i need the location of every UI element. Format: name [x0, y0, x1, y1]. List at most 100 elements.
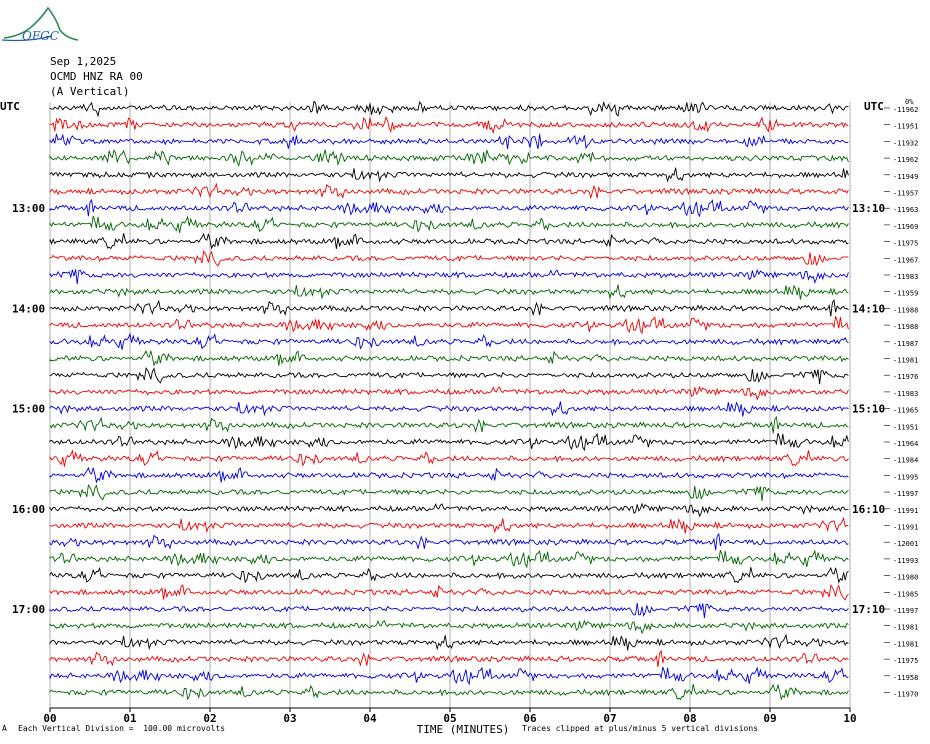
- trace-line: [49, 385, 849, 401]
- trace-offset-label: -11975: [893, 240, 918, 248]
- right-hour-label: 16:10: [852, 503, 885, 516]
- x-tick-label: 00: [43, 712, 56, 725]
- trace-line: [49, 449, 849, 467]
- time-grid: [49, 102, 851, 712]
- trace-offset-label: -11951: [893, 123, 918, 131]
- trace-offset-label: -11959: [893, 290, 918, 298]
- left-hour-label: 16:00: [12, 503, 45, 516]
- trace-offset-label: -12001: [893, 540, 918, 548]
- trace-line: [49, 232, 849, 250]
- trace-line: [49, 268, 849, 284]
- trace-offset-label: -11988: [893, 323, 918, 331]
- trace-offset-label: -11995: [893, 473, 918, 481]
- trace-line: [49, 649, 849, 668]
- trace-offset-label: -11958: [893, 674, 918, 682]
- trace-line: [49, 367, 849, 385]
- trace-line: [49, 466, 849, 484]
- trace-line: [49, 602, 849, 618]
- trace-offset-label: -11984: [893, 457, 918, 465]
- trace-line: [49, 584, 849, 601]
- x-tick-label: 06: [523, 712, 537, 725]
- right-hour-label: 17:10: [852, 603, 885, 616]
- header-component: (A Vertical): [50, 85, 130, 98]
- trace-line: [49, 415, 849, 434]
- trace-offset-label: -11964: [893, 440, 918, 448]
- x-tick-label: 09: [763, 712, 776, 725]
- left-hour-label: 14:00: [12, 302, 45, 315]
- x-tick-label: 05: [443, 712, 456, 725]
- x-tick-label: 03: [283, 712, 296, 725]
- left-hour-label: 15:00: [12, 403, 45, 416]
- footer-scale: Each Vertical Division = 100.00 microvol…: [18, 724, 226, 733]
- right-hour-label: 13:10: [852, 202, 885, 215]
- trace-offset-label: -11983: [893, 273, 918, 281]
- trace-line: [49, 332, 849, 350]
- x-tick-label: 02: [203, 712, 216, 725]
- trace-offset-label: -11976: [893, 373, 918, 381]
- trace-offset-label: -11962: [893, 106, 918, 114]
- trace-line: [49, 250, 849, 267]
- labels: 00 01 02 03 04 05 06 07 08 09 10 TIME (MINUTES) UTC U…: [0, 98, 918, 736]
- ofgc-logo: OFGC: [1, 6, 79, 43]
- trace-line: [49, 149, 849, 167]
- x-tick-label: 08: [683, 712, 696, 725]
- right-hour-label: 14:10: [852, 302, 885, 315]
- x-tick-label: 01: [123, 712, 137, 725]
- x-tick-label: 07: [603, 712, 616, 725]
- x-axis-label: TIME (MINUTES): [417, 723, 510, 736]
- trace-line: [49, 198, 849, 218]
- trace-offset-label: -11991: [893, 524, 918, 532]
- trace-offset-label: -11980: [893, 574, 918, 582]
- trace-line: [49, 532, 849, 551]
- trace-offset-label: -11949: [893, 173, 918, 181]
- trace-line: [49, 316, 849, 335]
- right-hour-label: 15:10: [852, 403, 885, 416]
- trace-offset-label: -11988: [893, 306, 918, 314]
- right-col-header: 0%: [905, 98, 914, 106]
- trace-line: [49, 298, 849, 317]
- trace-offset-label: -11981: [893, 357, 918, 365]
- trace-line: [49, 549, 849, 569]
- trace-line: [49, 619, 849, 635]
- trace-offset-label: -11969: [893, 223, 918, 231]
- x-tick-label: 04: [363, 712, 377, 725]
- x-tick-label: 10: [843, 712, 856, 725]
- trace-line: [49, 167, 849, 183]
- trace-offset-label: -11962: [893, 156, 918, 164]
- left-utc-label: UTC: [0, 100, 20, 113]
- trace-offset-label: -11987: [893, 340, 918, 348]
- trace-offset-label: -11981: [893, 640, 918, 648]
- trace-offset-label: -11965: [893, 407, 918, 415]
- trace-offset-label: -11993: [893, 557, 918, 565]
- footer-clip: Traces clipped at plus/minus 5 vertical …: [522, 724, 759, 733]
- header-station: OCMD HNZ RA 00: [50, 70, 143, 83]
- logo-text: OFGC: [22, 29, 59, 43]
- trace-offset-label: -11951: [893, 423, 918, 431]
- trace-line: [49, 215, 849, 233]
- right-utc-label: UTC: [864, 100, 884, 113]
- trace-offset-label: -11932: [893, 139, 918, 147]
- trace-offset-label: -11981: [893, 624, 918, 632]
- trace-line: [49, 633, 849, 651]
- left-hour-label: 13:00: [12, 202, 45, 215]
- trace-line: [49, 483, 849, 502]
- trace-line: [49, 349, 849, 367]
- trace-line: [49, 666, 849, 686]
- trace-offset-label: -11983: [893, 390, 918, 398]
- trace-offset-label: -11991: [893, 507, 918, 515]
- trace-offset-label: -11970: [893, 691, 918, 699]
- trace-offset-label: -11975: [893, 657, 918, 665]
- trace-line: [49, 115, 849, 135]
- footer-marker: A: [2, 724, 7, 733]
- trace-line: [49, 133, 849, 150]
- trace-line: [49, 284, 849, 300]
- left-hour-label: 17:00: [12, 603, 45, 616]
- trace-offset-label: -11967: [893, 256, 918, 264]
- trace-offset-label: -11997: [893, 490, 918, 498]
- trace-line: [49, 433, 849, 452]
- trace-line: [49, 100, 849, 118]
- header-date: Sep 1,2025: [50, 55, 117, 68]
- trace-offset-label: -11963: [893, 206, 918, 214]
- traces: [49, 100, 849, 701]
